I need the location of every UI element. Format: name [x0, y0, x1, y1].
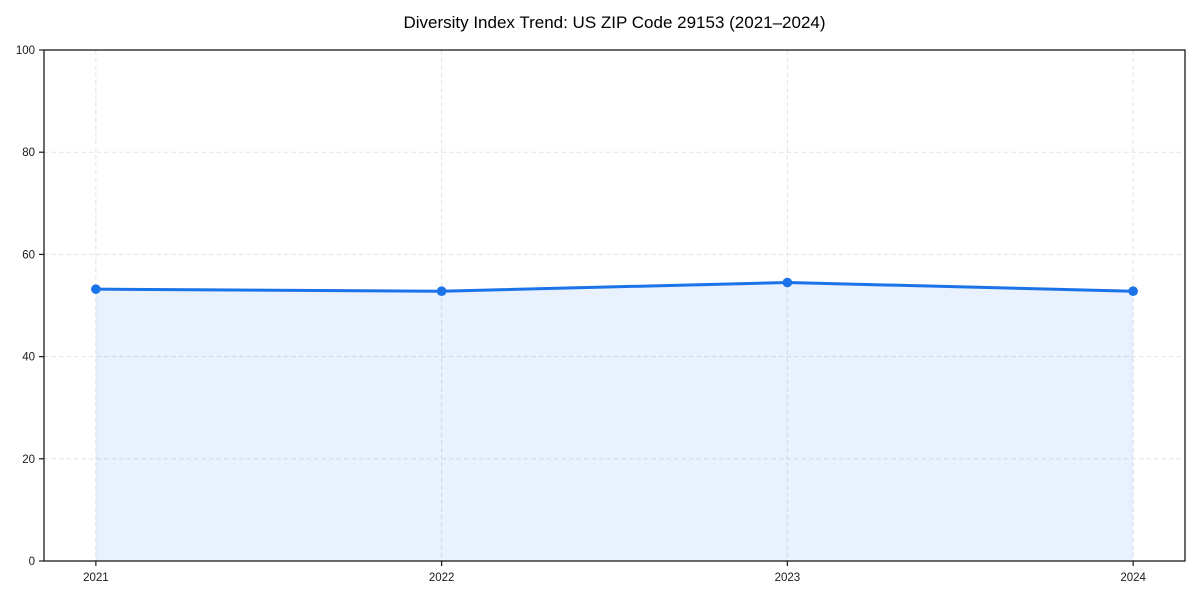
y-tick-label: 80: [22, 147, 35, 159]
grid-layer: [44, 49, 1185, 562]
y-tick-label: 100: [16, 45, 35, 57]
plot-spines: [43, 49, 1186, 562]
y-tick-label: 20: [22, 454, 35, 466]
series-layer: [91, 277, 1138, 561]
data-point: [436, 286, 447, 296]
axes-layer: 0 20 40 60 80 100 2021 2022 2023 2024: [16, 45, 1186, 584]
chart-title: Diversity Index Trend: US ZIP Code 29153…: [403, 13, 826, 32]
y-tick-label: 0: [29, 556, 35, 568]
data-point: [91, 284, 101, 294]
data-point: [782, 277, 793, 288]
x-tick-label: 2021: [83, 572, 109, 584]
x-tick-label: 2024: [1120, 572, 1146, 584]
x-tick-label: 2022: [429, 572, 455, 584]
area-fill: [95, 282, 1134, 561]
y-tick-label: 60: [22, 249, 35, 261]
x-tick-label: 2023: [775, 572, 801, 584]
y-tick-label: 40: [22, 352, 35, 364]
series-line: [94, 281, 1135, 293]
data-point: [1128, 286, 1138, 296]
